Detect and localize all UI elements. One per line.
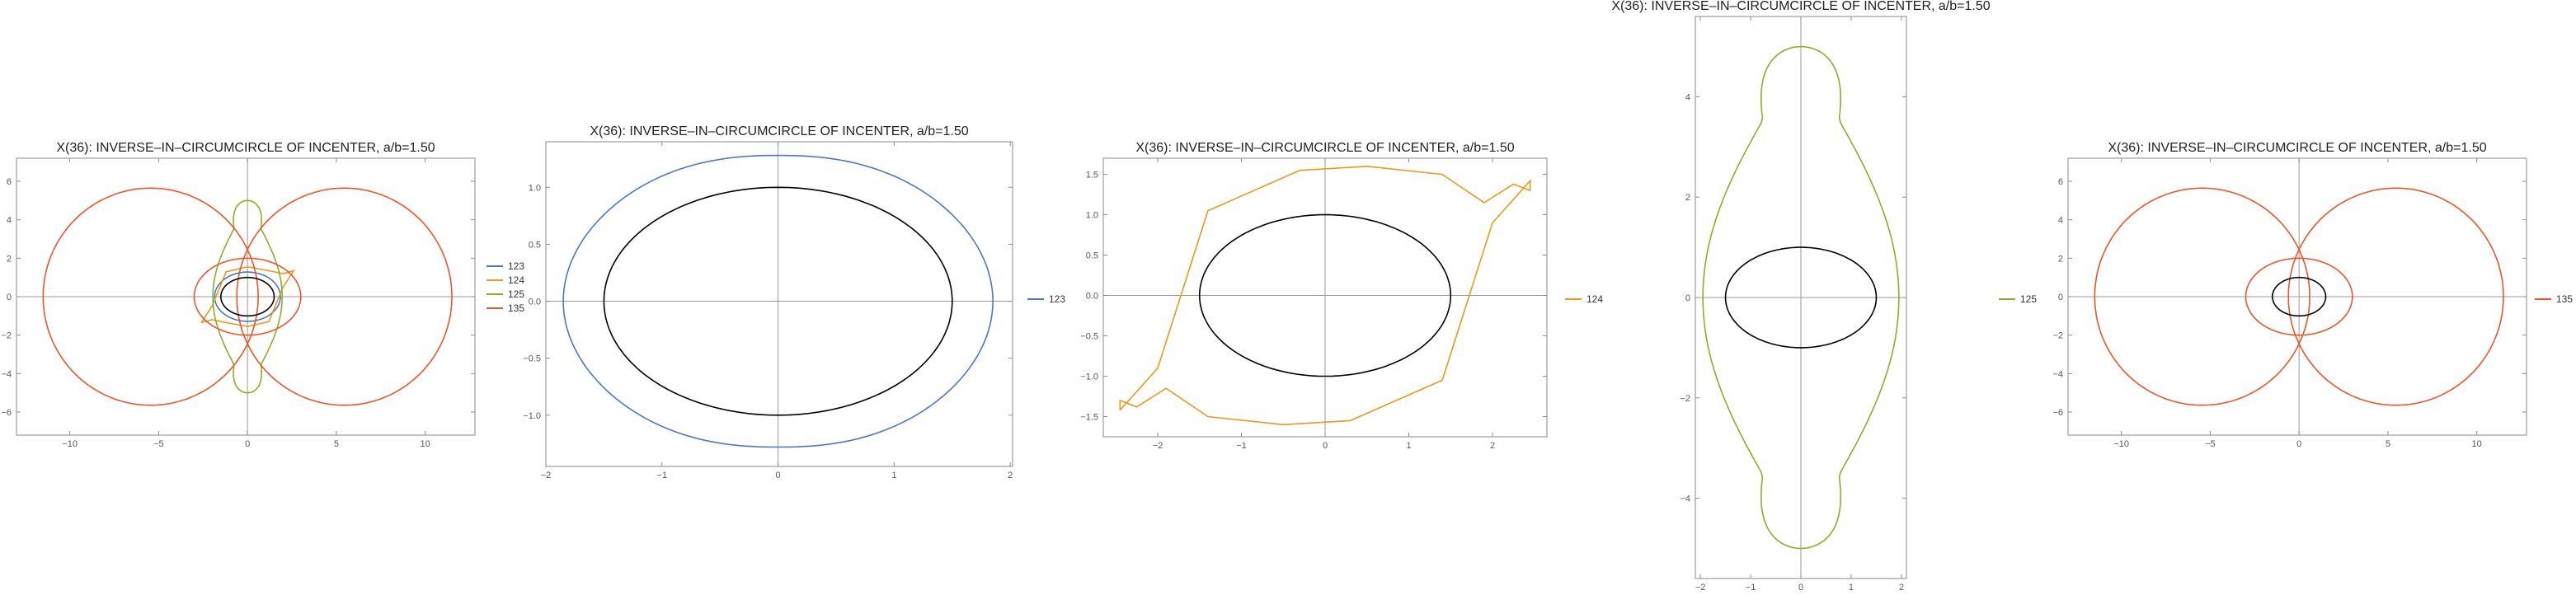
y-tick-label: −6 [1,408,12,418]
x-tick-label: 2 [1490,441,1495,451]
legend-label-124: 124 [1586,293,1603,305]
y-tick-label: −4 [1680,494,1690,504]
x-tick-label: 1 [1406,441,1411,451]
y-tick-label: 4 [1685,92,1690,102]
y-tick-label: 0.0 [529,298,541,307]
series-line-reference-ellipse [220,276,275,317]
series-line-125 [1702,45,1900,550]
y-tick-label: 1.0 [529,183,541,193]
y-tick-label: −4 [1,369,12,379]
y-tick-label: 1.0 [1086,211,1098,221]
x-tick-label: 10 [2472,439,2482,449]
x-tick-label: −5 [153,439,164,449]
y-tick-label: 0 [1685,293,1690,303]
y-tick-label: −2 [1,331,12,341]
y-tick-label: 0.5 [529,240,541,250]
chart-panel-5: X(36): INVERSE–IN–CIRCUMCIRCLE OF INCENT… [2052,141,2573,449]
chart-panel-4: X(36): INVERSE–IN–CIRCUMCIRCLE OF INCENT… [1611,0,2037,593]
y-tick-label: 6 [7,177,12,187]
y-tick-label: 4 [2058,216,2063,226]
x-tick-label: 0 [245,439,250,449]
chart-title: X(36): INVERSE–IN–CIRCUMCIRCLE OF INCENT… [1611,0,1990,13]
x-tick-label: −1 [1236,441,1247,451]
x-tick-label: 0 [1323,441,1328,451]
y-tick-label: −1.5 [1080,413,1098,423]
legend-label-135: 135 [2556,293,2573,305]
chart-panel-1: X(36): INVERSE–IN–CIRCUMCIRCLE OF INCENT… [1,141,524,449]
plot-frame [545,141,1013,467]
series-line-125 [212,199,283,394]
legend-label-125: 125 [508,288,524,300]
y-tick-label: 2 [7,254,12,264]
y-tick-label: −6 [2052,408,2063,418]
legend-label-123: 123 [508,260,524,272]
x-tick-label: 2 [1008,471,1013,480]
x-tick-label: −2 [1153,441,1163,451]
series-line-124 [1119,165,1531,426]
chart-panel-3: X(36): INVERSE–IN–CIRCUMCIRCLE OF INCENT… [1080,141,1603,451]
x-tick-label: −5 [2205,439,2216,449]
series-line-reference-ellipse [2272,276,2327,317]
series-line-reference-ellipse [603,186,953,416]
series-line-reference-ellipse [1724,246,1878,349]
y-tick-label: 0.0 [1086,292,1098,302]
y-tick-label: 6 [2058,177,2063,187]
series-line-124 [200,265,296,328]
legend-label-124: 124 [508,274,524,286]
y-tick-label: 2 [2058,254,2063,264]
y-tick-label: −0.5 [523,354,541,364]
legend-label-125: 125 [2020,293,2037,305]
x-tick-label: −10 [62,439,78,449]
y-tick-label: −1.0 [523,411,541,421]
y-tick-label: 2 [1685,193,1690,203]
x-tick-label: −2 [541,471,552,480]
x-tick-label: 5 [334,439,339,449]
x-tick-label: 2 [1899,583,1904,593]
legend-label-123: 123 [1049,293,1065,305]
y-tick-label: −2 [2052,331,2063,341]
y-tick-label: 4 [7,216,12,226]
y-tick-label: −2 [1680,394,1690,404]
chart-title: X(36): INVERSE–IN–CIRCUMCIRCLE OF INCENT… [2108,141,2486,155]
x-tick-label: 5 [2386,439,2390,449]
series-line-135 [42,187,453,406]
y-tick-label: 1.5 [1086,171,1098,180]
y-tick-label: 0.5 [1086,251,1098,261]
y-tick-label: 0 [2058,293,2063,302]
y-tick-label: 0 [7,293,12,302]
y-tick-label: −0.5 [1080,332,1098,342]
y-tick-label: −1.0 [1080,372,1098,382]
y-tick-label: −4 [2052,369,2063,379]
x-tick-label: −1 [1746,583,1756,593]
chart-title: X(36): INVERSE–IN–CIRCUMCIRCLE OF INCENT… [590,124,968,138]
x-tick-label: −2 [1695,583,1706,593]
series-line-123 [562,154,994,448]
x-tick-label: 0 [1798,583,1803,593]
series-line-reference-ellipse [1198,213,1452,377]
series-line-123 [214,271,281,322]
legend-label-135: 135 [508,302,524,314]
x-tick-label: 1 [1849,583,1854,593]
x-tick-label: 0 [776,471,781,480]
x-tick-label: −10 [2113,439,2129,449]
x-tick-label: −1 [657,471,668,480]
series-line-135 [2094,187,2504,406]
chart-title: X(36): INVERSE–IN–CIRCUMCIRCLE OF INCENT… [1135,141,1514,155]
chart-panel-2: X(36): INVERSE–IN–CIRCUMCIRCLE OF INCENT… [523,124,1065,480]
x-tick-label: 10 [421,439,430,449]
x-tick-label: 1 [891,471,896,480]
chart-title: X(36): INVERSE–IN–CIRCUMCIRCLE OF INCENT… [56,141,435,155]
x-tick-label: 0 [2296,439,2301,449]
